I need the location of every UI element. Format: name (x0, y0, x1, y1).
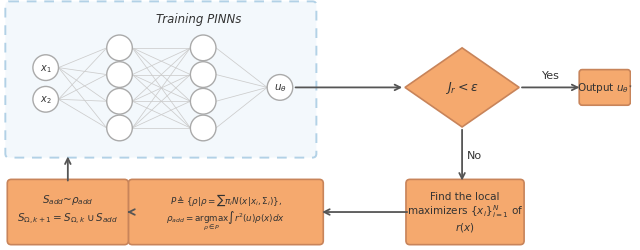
Text: Yes: Yes (541, 70, 559, 80)
FancyBboxPatch shape (579, 70, 630, 106)
FancyBboxPatch shape (406, 180, 524, 245)
Circle shape (190, 116, 216, 141)
FancyBboxPatch shape (7, 180, 129, 245)
Text: $u_\theta$: $u_\theta$ (273, 82, 287, 94)
Circle shape (107, 62, 132, 88)
Text: maximizers $\{x_i\}_{i=1}^{N}$ of: maximizers $\{x_i\}_{i=1}^{N}$ of (407, 203, 524, 220)
Circle shape (33, 56, 58, 81)
Circle shape (107, 36, 132, 62)
Text: No: No (467, 150, 482, 160)
Text: Output $u_{\theta^*}$: Output $u_{\theta^*}$ (577, 81, 633, 95)
Circle shape (267, 75, 292, 101)
Circle shape (107, 116, 132, 141)
FancyBboxPatch shape (129, 180, 323, 245)
Text: Training PINNs: Training PINNs (156, 13, 241, 26)
Text: $S_{\Omega,k+1} = S_{\Omega,k} \cup S_{add}$: $S_{\Omega,k+1} = S_{\Omega,k} \cup S_{a… (17, 212, 118, 226)
Text: $P \triangleq \{\rho | \rho = \sum \pi_i N(x|x_i, \Sigma_i)\},$: $P \triangleq \{\rho | \rho = \sum \pi_i… (170, 192, 282, 207)
Text: $\rho_{add} = \underset{\rho \in P}{\mathrm{argmax}} \int r^2(u)\rho(x)dx$: $\rho_{add} = \underset{\rho \in P}{\mat… (166, 210, 285, 233)
Text: $S_{add}$~$\rho_{add}$: $S_{add}$~$\rho_{add}$ (42, 192, 93, 206)
Circle shape (190, 62, 216, 88)
Circle shape (107, 89, 132, 115)
Text: $x_1$: $x_1$ (40, 62, 51, 74)
Text: $r(x)$: $r(x)$ (455, 220, 475, 234)
Polygon shape (405, 49, 519, 128)
Text: $J_r < \varepsilon$: $J_r < \varepsilon$ (445, 80, 479, 96)
Circle shape (33, 87, 58, 113)
Text: Find the local: Find the local (430, 192, 500, 202)
Circle shape (190, 36, 216, 62)
Text: $x_2$: $x_2$ (40, 94, 51, 106)
Circle shape (190, 89, 216, 115)
FancyBboxPatch shape (5, 2, 316, 158)
